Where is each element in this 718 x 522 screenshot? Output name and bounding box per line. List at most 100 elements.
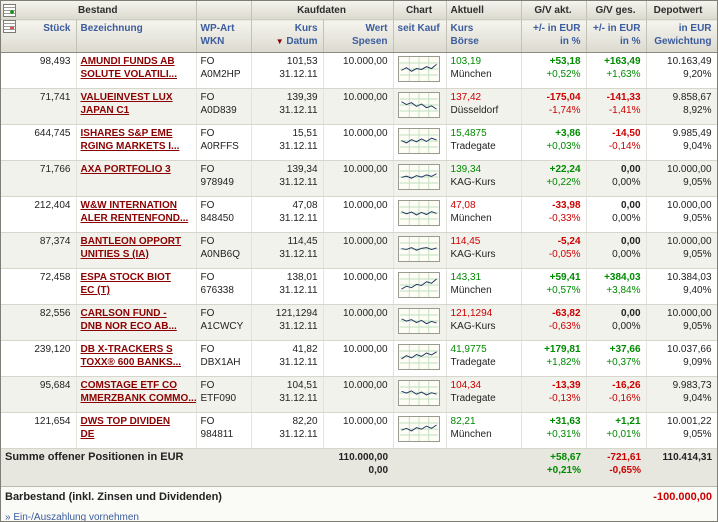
wpart-wkn-cell: FO A0D839 <box>196 88 252 125</box>
weighting-value: 9,40% <box>683 285 712 296</box>
gv-ges-eur-value: 0,00 <box>621 236 641 247</box>
current-price-value: 139,34 <box>450 164 482 175</box>
gv-akt-cell: -175,04 -1,74% <box>521 88 587 125</box>
chart-cell <box>393 124 447 161</box>
sparkline-chart[interactable] <box>398 308 441 334</box>
security-name-link[interactable]: COMSTAGE ETF CO MMERZBANK COMMO... <box>80 380 197 404</box>
security-name-link[interactable]: ISHARES S&P EME RGING MARKETS I... <box>80 128 180 152</box>
sparkline-chart[interactable] <box>398 236 441 262</box>
sum-depotwert: 110.414,31 <box>646 448 717 487</box>
security-name-link[interactable]: DWS TOP DIVIDEN DE <box>80 416 171 440</box>
sparkline-chart[interactable] <box>398 200 441 226</box>
sparkline-chart[interactable] <box>398 56 441 82</box>
security-name-link[interactable]: CARLSON FUND - DNB NOR ECO AB... <box>80 308 177 332</box>
chart-cell <box>393 232 447 269</box>
deposit-withdraw-link[interactable]: » Ein-/Auszahlung vornehmen <box>5 511 139 522</box>
gv-ges-eur-value: +37,66 <box>609 344 641 355</box>
buy-value: 10.000,00 <box>343 200 388 211</box>
gv-ges-eur-value: -16,26 <box>612 380 641 391</box>
gv-akt-eur-value: +22,24 <box>549 164 581 175</box>
gv-ges-pct-value: 0,00% <box>612 249 641 260</box>
column-group-chart: Chart <box>393 1 447 20</box>
security-name-cell: W&W INTERNATION ALER RENTENFOND... <box>76 196 197 233</box>
wkn-value: A0M2HP <box>200 69 241 80</box>
current-price-cell: 143,31 München <box>446 268 522 305</box>
wpart-wkn-cell: FO 978949 <box>196 160 252 197</box>
security-name-link[interactable]: ESPA STOCK BIOT EC (T) <box>80 272 171 296</box>
gv-ges-eur-value: +1,21 <box>615 416 641 427</box>
security-name-link[interactable]: W&W INTERNATION ALER RENTENFOND... <box>80 200 189 224</box>
expand-all-positions-icon[interactable] <box>3 4 16 17</box>
buy-value: 10.000,00 <box>343 380 388 391</box>
chart-cell <box>393 88 447 125</box>
buy-value-cell: 10.000,00 <box>323 196 394 233</box>
security-name-link[interactable]: DB X-TRACKERS S TOXX® 600 BANKS... <box>80 344 182 368</box>
gv-akt-eur-value: +3,86 <box>555 128 581 139</box>
buy-price-value: 139,34 <box>286 164 318 175</box>
gv-akt-pct-value: +0,31% <box>546 429 581 440</box>
column-header-depotwert[interactable]: in EUR Gewichtung <box>646 19 717 53</box>
gv-akt-pct-value: -0,13% <box>548 393 581 404</box>
gv-ges-cell: +37,66 +0,37% <box>586 340 647 377</box>
column-header-stueck[interactable]: Stück <box>1 19 77 53</box>
gv-akt-cell: +22,24 +0,22% <box>521 160 587 197</box>
column-header-wpart-wkn[interactable]: WP-Art WKN <box>196 19 252 53</box>
gv-ges-cell: 0,00 0,00% <box>586 304 647 341</box>
gv-ges-cell: -14,50 -0,14% <box>586 124 647 161</box>
buy-price-date-cell: 121,1294 31.12.11 <box>251 304 324 341</box>
security-name-link[interactable]: AMUNDI FUNDS AB SOLUTE VOLATILI... <box>80 56 177 80</box>
column-header-kurs-datum[interactable]: Kurs ▼ Datum <box>251 19 324 53</box>
gv-akt-pct-value: +0,52% <box>546 69 581 80</box>
column-header-kurs-boerse[interactable]: Kurs Börse <box>446 19 522 53</box>
sum-gv-ges: -721,61 -0,65% <box>586 448 647 487</box>
security-name-cell: AXA PORTFOLIO 3 <box>76 160 197 197</box>
buy-price-date-cell: 138,01 31.12.11 <box>251 268 324 305</box>
quantity-value: 95,684 <box>39 380 71 391</box>
buy-date-value: 31.12.11 <box>279 285 318 296</box>
sparkline-chart[interactable] <box>398 344 441 370</box>
security-name-link[interactable]: VALUEINVEST LUX JAPAN C1 <box>80 92 173 116</box>
current-price-value: 47,08 <box>450 200 476 211</box>
chart-cell <box>393 268 447 305</box>
column-header-bezeichnung[interactable]: Bezeichnung <box>76 19 197 53</box>
sparkline-chart[interactable] <box>398 128 441 154</box>
buy-value: 10.000,00 <box>343 128 388 139</box>
buy-price-value: 47,08 <box>292 200 318 211</box>
sparkline-chart[interactable] <box>398 272 441 298</box>
column-header-gv-ges[interactable]: +/- in EUR in % <box>586 19 647 53</box>
depot-eur-value: 10.037,66 <box>667 344 712 355</box>
collapse-all-positions-icon[interactable] <box>3 20 16 33</box>
column-header-gv-akt[interactable]: +/- in EUR in % <box>521 19 587 53</box>
position-row: 82,556 CARLSON FUND - DNB NOR ECO AB... F… <box>1 304 717 341</box>
column-group-gv-ges: G/V ges. <box>586 1 647 20</box>
buy-price-value: 41,82 <box>292 344 318 355</box>
chart-cell <box>393 412 447 449</box>
gv-ges-cell: 0,00 0,00% <box>586 160 647 197</box>
security-name-link[interactable]: AXA PORTFOLIO 3 <box>80 164 171 175</box>
depot-value-cell: 10.037,66 9,09% <box>646 340 717 377</box>
chart-cell <box>393 304 447 341</box>
current-price-cell: 41,9775 Tradegate <box>446 340 522 377</box>
position-row: 121,654 DWS TOP DIVIDEN DE FO 984811 82,20… <box>1 412 717 449</box>
gv-akt-eur-value: -13,39 <box>552 380 581 391</box>
depot-eur-value: 10.000,00 <box>667 164 712 175</box>
column-header-wert-spesen[interactable]: Wert Spesen <box>323 19 394 53</box>
sparkline-chart[interactable] <box>398 380 441 406</box>
buy-date-value: 31.12.11 <box>279 393 318 404</box>
sparkline-chart[interactable] <box>398 416 441 442</box>
quantity-value: 82,556 <box>39 308 71 319</box>
sparkline-chart[interactable] <box>398 92 441 118</box>
sort-descending-icon[interactable]: ▼ <box>275 37 284 46</box>
gv-ges-eur-value: +384,03 <box>604 272 641 283</box>
gv-ges-pct-value: 0,00% <box>612 213 641 224</box>
current-price-value: 103,19 <box>450 56 482 67</box>
sparkline-chart[interactable] <box>398 164 441 190</box>
exchange-value: Tradegate <box>450 357 496 368</box>
quantity-cell: 71,741 <box>1 88 77 125</box>
current-price-value: 121,1294 <box>450 308 493 319</box>
security-name-link[interactable]: BANTLEON OPPORT UNITIES S (IA) <box>80 236 182 260</box>
gv-akt-pct-value: -0,63% <box>548 321 581 332</box>
depot-eur-value: 10.163,49 <box>667 56 712 67</box>
depot-value-cell: 10.000,00 9,05% <box>646 304 717 341</box>
